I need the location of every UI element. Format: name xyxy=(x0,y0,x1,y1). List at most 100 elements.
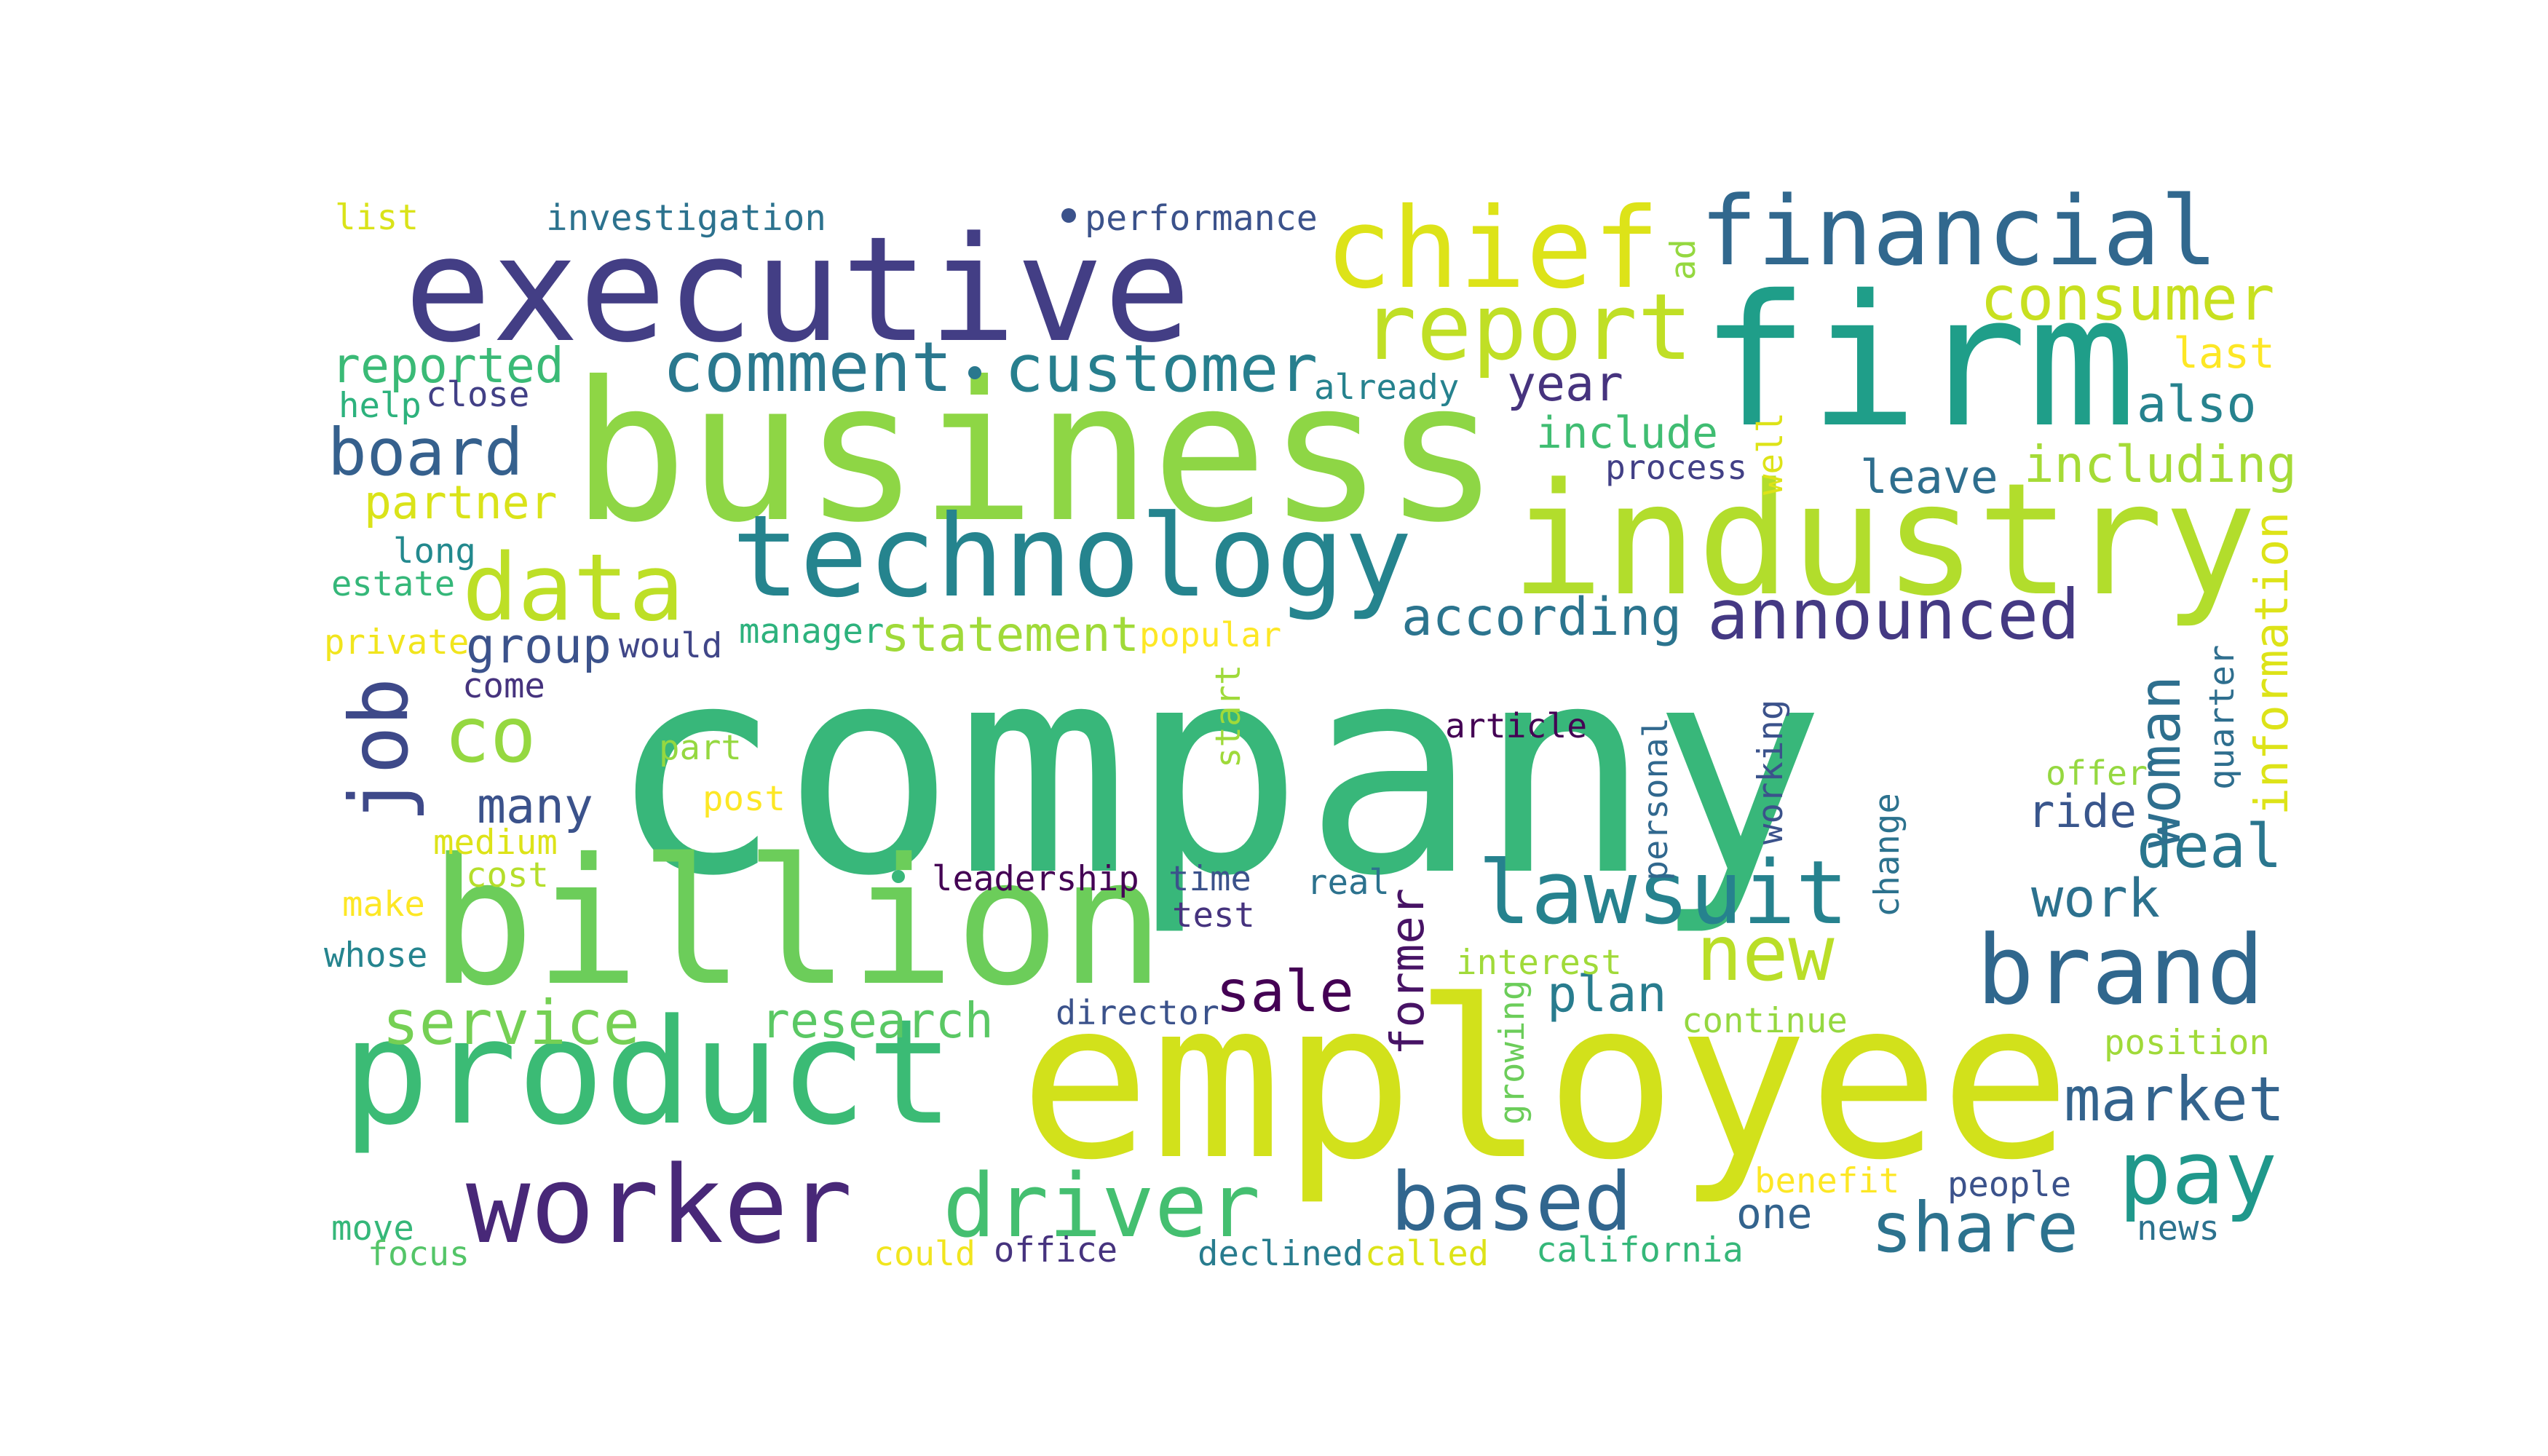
word-long: long xyxy=(393,531,476,571)
word-co: co xyxy=(444,690,537,780)
word-former: former xyxy=(1381,887,1436,1056)
word-board: board xyxy=(328,414,523,491)
word-list: list xyxy=(335,198,419,239)
word-report: report xyxy=(1361,274,1693,381)
word-comment: comment xyxy=(662,327,953,408)
word-people: people xyxy=(1947,1164,2072,1205)
word-ad: ad xyxy=(1663,239,1704,280)
word-test: test xyxy=(1172,895,1255,935)
word-investigation: investigation xyxy=(546,197,826,240)
word-including: including xyxy=(2024,436,2297,495)
word-private: private xyxy=(324,622,470,662)
decor-dot xyxy=(892,870,905,883)
word-help: help xyxy=(339,385,422,426)
word-start: start xyxy=(1208,664,1249,768)
word-california: california xyxy=(1536,1230,1744,1270)
word-director: director xyxy=(1056,994,1219,1034)
word-popular: popular xyxy=(1139,615,1282,655)
word-plan: plan xyxy=(1547,966,1667,1024)
word-share: share xyxy=(1871,1188,2079,1269)
word-also: also xyxy=(2137,376,2257,435)
word-post: post xyxy=(703,778,786,819)
word-executive: executive xyxy=(404,206,1191,376)
word-cost: cost xyxy=(466,855,549,895)
word-office: office xyxy=(994,1230,1118,1270)
word-change: change xyxy=(1867,793,1907,917)
word-continue: continue xyxy=(1682,1000,1848,1041)
word-focus: focus xyxy=(368,1234,470,1274)
word-many: many xyxy=(477,778,593,835)
word-group: group xyxy=(466,617,612,675)
word-billion: billion xyxy=(430,820,1166,1024)
word-brand: brand xyxy=(1977,914,2265,1026)
word-lawsuit: lawsuit xyxy=(1478,842,1849,945)
word-technology: technology xyxy=(732,491,1412,623)
word-customer: customer xyxy=(1005,331,1318,407)
word-industry: industry xyxy=(1511,450,2257,631)
word-chief: chief xyxy=(1325,184,1660,314)
decor-dot xyxy=(1061,208,1076,223)
word-leadership: leadership xyxy=(932,858,1139,899)
word-one: one xyxy=(1736,1188,1813,1238)
word-interest: interest xyxy=(1456,942,1622,983)
word-offer: offer xyxy=(2046,753,2148,794)
word-according: according xyxy=(1401,586,1682,647)
word-news: news xyxy=(2137,1208,2220,1249)
word-real: real xyxy=(1307,862,1390,903)
word-make: make xyxy=(342,884,425,925)
decor-dot xyxy=(968,366,981,379)
word-well: well xyxy=(1750,412,1791,495)
word-manager: manager xyxy=(739,611,885,652)
word-employee: employee xyxy=(1019,953,2071,1208)
word-research: research xyxy=(761,992,994,1050)
word-firm: firm xyxy=(1700,256,2137,467)
word-last: last xyxy=(2173,328,2275,378)
word-year: year xyxy=(1507,355,1623,413)
word-medium: medium xyxy=(433,822,558,863)
word-reported: reported xyxy=(331,337,564,395)
word-come: come xyxy=(462,665,545,706)
word-time: time xyxy=(1168,858,1251,899)
word-would: would xyxy=(619,625,723,666)
word-performance: performance xyxy=(1085,197,1318,239)
word-called: called xyxy=(1365,1233,1489,1274)
word-move: move xyxy=(331,1208,414,1249)
word-announced: announced xyxy=(1707,574,2081,655)
word-partner: partner xyxy=(364,475,558,529)
word-service: service xyxy=(382,987,641,1059)
word-new: new xyxy=(1696,909,1835,998)
word-working: working xyxy=(1750,699,1791,844)
word-deal: deal xyxy=(2137,810,2282,882)
word-process: process xyxy=(1605,448,1748,488)
word-close: close xyxy=(426,374,530,415)
word-article: article xyxy=(1445,706,1588,746)
word-already: already xyxy=(1314,367,1460,408)
word-work: work xyxy=(2031,868,2161,930)
word-estate: estate xyxy=(331,563,456,604)
word-data: data xyxy=(462,534,684,642)
word-leave: leave xyxy=(1860,450,1998,504)
word-pay: pay xyxy=(2118,1123,2278,1225)
word-include: include xyxy=(1536,408,1718,459)
word-information: information xyxy=(2244,511,2298,815)
word-sale: sale xyxy=(1216,958,1354,1026)
word-consumer: consumer xyxy=(1980,263,2275,334)
word-whose: whose xyxy=(324,935,428,976)
word-position: position xyxy=(2104,1022,2270,1063)
word-benefit: benefit xyxy=(1754,1160,1900,1201)
word-based: based xyxy=(1390,1156,1633,1250)
word-declined: declined xyxy=(1198,1233,1364,1274)
word-product: product xyxy=(342,989,954,1158)
word-quarter: quarter xyxy=(2201,644,2242,790)
word-personal: personal xyxy=(1636,717,1676,881)
word-statement: statement xyxy=(881,606,1139,662)
word-financial: financial xyxy=(1700,175,2218,287)
word-business: business xyxy=(571,341,1500,566)
word-market: market xyxy=(2064,1064,2285,1135)
word-company: company xyxy=(608,602,1826,939)
word-driver: driver xyxy=(943,1155,1261,1258)
word-growing: growing xyxy=(1492,979,1532,1125)
word-could: could xyxy=(874,1234,976,1274)
word-ride: ride xyxy=(2027,784,2137,838)
